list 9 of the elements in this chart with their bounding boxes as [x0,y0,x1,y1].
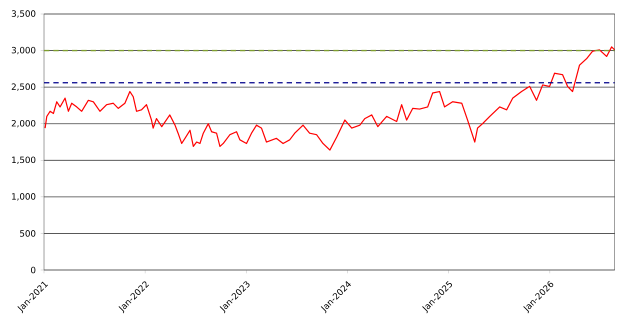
y-tick-label: 1,500 [12,156,36,164]
y-tick-label: 1,000 [12,193,36,201]
y-tick-label: 500 [20,230,36,237]
y-tick-label: 2,500 [12,83,36,91]
y-tick-label: 3,500 [12,10,36,18]
line-series [44,46,615,151]
y-tick-label: 0 [31,266,36,274]
y-tick-label: 3,000 [12,46,36,54]
y-tick-label: 2,000 [12,120,36,128]
